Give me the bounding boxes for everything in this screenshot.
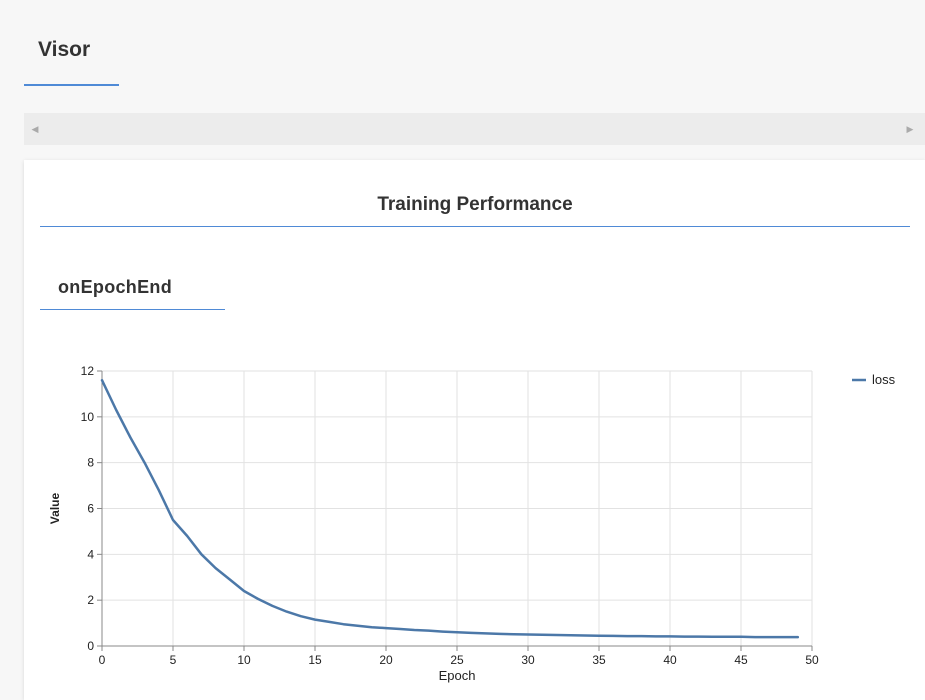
chart-grid	[101, 370, 813, 647]
y-tick-label: 0	[87, 639, 94, 653]
x-tick-label: 45	[734, 653, 748, 667]
y-tick-label: 12	[81, 364, 95, 378]
visor-title-underline	[24, 84, 119, 86]
visor-title: Visor	[38, 38, 91, 61]
y-axis-title: Value	[48, 493, 62, 525]
y-tick-label: 10	[81, 410, 95, 424]
legend-label: loss	[872, 372, 896, 387]
y-tick-label: 6	[87, 502, 94, 516]
series-line-loss	[100, 378, 800, 639]
x-tick-label: 25	[450, 653, 464, 667]
x-axis-title: Epoch	[439, 668, 476, 683]
surface-title-underline	[40, 226, 910, 227]
subsection-underline	[40, 309, 225, 310]
y-tick-label: 8	[87, 456, 94, 470]
loss-chart: 0 5 10 15 20 25 30 35 40 45 50024681012EpochValue …	[48, 364, 896, 683]
y-tick-label: 4	[87, 547, 94, 561]
subsection-title: onEpochEnd	[58, 277, 172, 297]
chart-axes: 0 5 10 15 20 25 30 35 40 45 50 0 2 4 6 8 10 12 Epoch Value	[48, 364, 819, 683]
y-tick-label: 2	[87, 593, 94, 607]
tab-scroller: ◀ ▶	[24, 113, 925, 145]
scroll-right-icon[interactable]: ▶	[906, 124, 914, 134]
surface-title: Training Performance	[377, 194, 573, 215]
chart-legend: loss	[852, 372, 896, 387]
x-tick-label: 0	[99, 653, 106, 667]
x-tick-label: 35	[592, 653, 606, 667]
x-tick-label: 20	[379, 653, 393, 667]
chart-series	[100, 378, 800, 639]
visor-header: Visor	[24, 0, 925, 100]
scroll-left-icon[interactable]: ◀	[31, 124, 39, 134]
x-tick-label: 15	[308, 653, 322, 667]
x-tick-label: 30	[521, 653, 535, 667]
surface-panel: Training Performance onEpochEnd 0 5 10 15 20…	[24, 160, 925, 700]
x-tick-label: 40	[663, 653, 677, 667]
x-tick-label: 10	[237, 653, 251, 667]
x-tick-label: 5	[170, 653, 177, 667]
x-tick-label: 50	[805, 653, 819, 667]
